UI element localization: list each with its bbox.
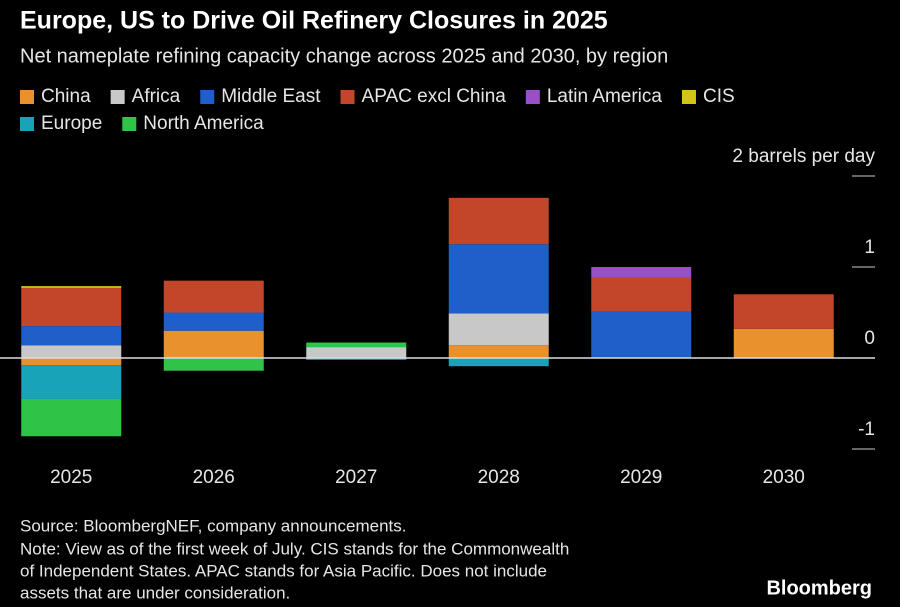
chart-subtitle: Net nameplate refining capacity change a… xyxy=(20,45,668,67)
bar-segment xyxy=(448,313,549,346)
bar-segment xyxy=(21,398,122,437)
bar-segment xyxy=(591,267,692,278)
bar-segment xyxy=(448,345,549,358)
legend-label: Latin America xyxy=(547,86,663,107)
legend-label: Europe xyxy=(41,113,102,134)
x-tick-label: 2030 xyxy=(763,467,805,488)
legend-label: China xyxy=(41,86,91,107)
bar-segment xyxy=(21,287,122,327)
x-tick-label: 2025 xyxy=(50,467,92,488)
chart-title: Europe, US to Drive Oil Refinery Closure… xyxy=(20,7,608,35)
x-tick-label: 2028 xyxy=(478,467,520,488)
note: Note: View as of the first week of July.… xyxy=(20,539,569,558)
note: of Independent States. APAC stands for A… xyxy=(20,561,547,580)
brand: Bloomberg xyxy=(766,577,872,599)
legend-swatch xyxy=(122,117,137,131)
source: Source: BloombergNEF, company announceme… xyxy=(20,516,406,535)
legend-swatch xyxy=(525,90,540,104)
legend-swatch xyxy=(681,90,696,104)
legend-label: APAC excl China xyxy=(362,86,507,107)
bar-segment xyxy=(448,244,549,314)
bar-segment xyxy=(21,326,122,346)
bar-segment xyxy=(733,294,834,329)
y-tick-label: 2 barrels per day xyxy=(732,146,875,167)
legend-swatch xyxy=(340,90,355,104)
legend-label: Middle East xyxy=(221,86,321,107)
bar-segment xyxy=(21,365,122,399)
legend-swatch xyxy=(20,117,34,131)
legend-label: Africa xyxy=(132,86,181,107)
x-tick-label: 2027 xyxy=(335,467,377,488)
bar-segment xyxy=(448,358,549,367)
bar-segment xyxy=(591,311,692,358)
bar-segment xyxy=(21,358,122,366)
y-tick-label: 0 xyxy=(864,328,875,349)
note: assets that are under consideration. xyxy=(20,583,290,602)
bar-segment xyxy=(733,328,834,358)
bar-segment xyxy=(163,358,264,371)
legend-label: CIS xyxy=(703,86,735,107)
bar-segment xyxy=(448,197,549,245)
y-tick-label: -1 xyxy=(858,419,875,440)
bar-segment xyxy=(306,342,407,348)
y-tick-label: 1 xyxy=(864,237,875,258)
bar-segment xyxy=(163,330,264,358)
bar-segment xyxy=(163,280,264,313)
bar-segment xyxy=(591,277,692,312)
bar-segment xyxy=(21,286,122,288)
legend-swatch xyxy=(200,90,215,104)
bar-segment xyxy=(306,347,407,358)
legend-swatch xyxy=(20,90,34,104)
bar-segment xyxy=(21,345,122,358)
bar-segment xyxy=(306,358,407,360)
x-tick-label: 2026 xyxy=(193,467,235,488)
legend-swatch xyxy=(110,90,125,104)
x-tick-label: 2029 xyxy=(620,467,662,488)
legend-label: North America xyxy=(143,113,264,134)
bar-segment xyxy=(163,312,264,331)
